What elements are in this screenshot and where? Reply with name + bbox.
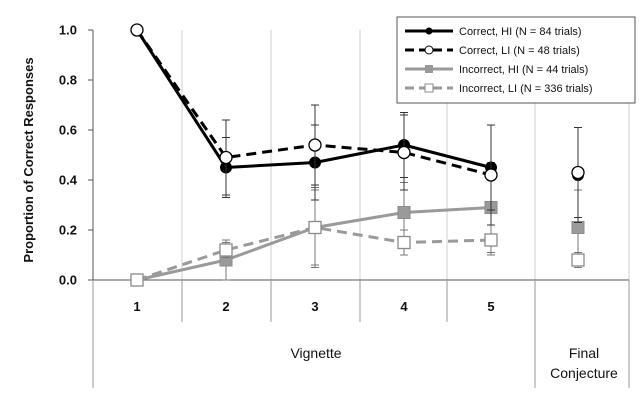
y-axis-label: Proportion of Correct Responses [21,57,36,262]
series-3 [130,189,585,287]
data-point [571,165,585,180]
data-point [571,253,585,267]
data-point [484,168,498,182]
x-tick-label: 5 [487,299,494,314]
y-tick-label: 0.8 [59,73,77,88]
data-point [219,243,233,257]
final-label-line1: Final [569,345,599,361]
final-label-line2: Conjecture [550,365,618,381]
legend-label: Correct, HI (N = 84 trials) [459,26,582,38]
x-tick-label: 1 [133,299,140,314]
y-tick-label: 0.6 [59,123,77,138]
x-axis-label: Vignette [290,345,341,361]
labels-layer: Proportion of Correct Responses Vignette… [21,57,618,381]
legend-swatch-marker [424,83,434,93]
legend-swatch-marker [425,27,433,35]
series-line [136,206,492,282]
y-tick-label: 0.2 [59,223,77,238]
y-tick-label: 0.0 [59,273,77,288]
legend-swatch-marker [425,65,433,73]
y-tick-label: 1.0 [59,23,77,38]
legend-label: Incorrect, HI (N = 44 trials) [459,64,588,76]
series-1 [130,23,585,226]
data-point [397,206,411,219]
data-point [130,23,144,37]
data-point [397,235,411,250]
legend-label: Incorrect, LI (N = 336 trials) [459,83,593,95]
x-tick-label: 2 [222,299,229,314]
y-tick-label: 0.4 [59,173,78,188]
legend: Correct, HI (N = 84 trials) Correct, LI (… [396,16,636,104]
legend-label: Correct, LI (N = 48 trials) [459,45,580,57]
x-tick-label: 3 [311,299,318,314]
data-point [308,220,322,235]
series-line [136,226,492,282]
x-tick-label: 4 [400,299,408,314]
data-point [484,233,498,247]
series-2 [130,162,585,287]
data-point [130,273,144,287]
data-point [397,145,411,160]
data-point [219,150,233,165]
axes-layer: 0.0 0.2 0.4 0.6 0.8 1.0 1 2 3 4 5 [59,23,630,388]
series-layer [130,23,585,287]
legend-swatch-marker [424,45,434,55]
data-point [308,138,322,152]
data-point [571,221,585,234]
